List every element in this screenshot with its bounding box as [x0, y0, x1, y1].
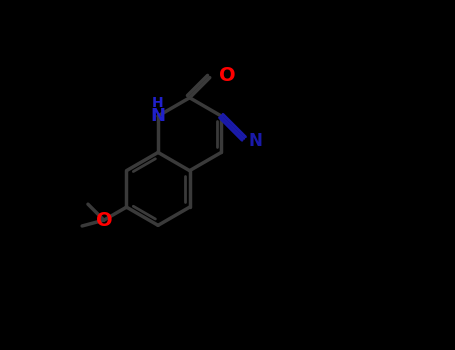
Text: N: N — [151, 107, 166, 125]
Text: O: O — [96, 211, 112, 230]
Text: H: H — [152, 96, 164, 110]
Text: O: O — [219, 66, 236, 85]
Text: N: N — [248, 132, 263, 150]
